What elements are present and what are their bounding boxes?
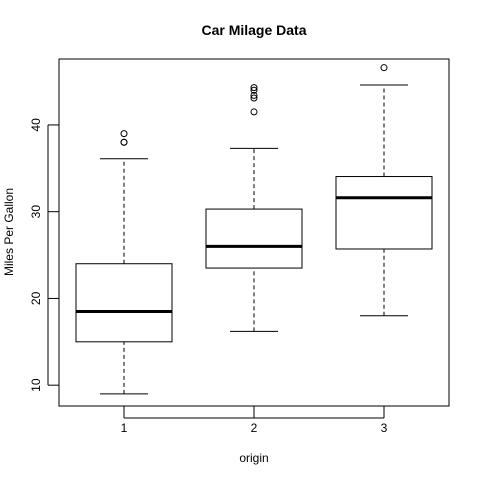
boxes-group — [75, 64, 433, 395]
outlier-3-0 — [380, 64, 388, 72]
outlier-2-0 — [250, 108, 258, 116]
iqr-box-3 — [335, 176, 433, 250]
y-tick-label-40: 40 — [29, 118, 43, 132]
plot-frame — [58, 58, 450, 407]
outlier-2-4 — [250, 84, 258, 92]
outlier-1-2 — [120, 130, 128, 138]
x-axis-label: origin — [239, 451, 268, 465]
outlier-2-1 — [250, 94, 258, 102]
y-tick-label-20: 20 — [29, 291, 43, 305]
chart-title: Car Milage Data — [201, 22, 306, 38]
iqr-box-2 — [205, 208, 303, 269]
y-tick-label-30: 30 — [29, 205, 43, 219]
outlier-1-1 — [120, 138, 128, 146]
box-3 — [335, 64, 433, 317]
x-tick-label-3: 3 — [381, 421, 388, 435]
y-tick-label-10: 10 — [29, 378, 43, 392]
x-axis: 1 2 3 — [121, 406, 388, 435]
y-axis: 10 20 30 40 — [29, 118, 59, 392]
outlier-2-2 — [250, 91, 258, 99]
x-tick-label-1: 1 — [121, 421, 128, 435]
x-tick-label-2: 2 — [251, 421, 258, 435]
y-axis-label: Miles Per Gallon — [2, 188, 16, 276]
box-2 — [205, 84, 303, 332]
iqr-box-1 — [75, 263, 173, 343]
outlier-2-3 — [250, 86, 258, 94]
box-1 — [75, 130, 173, 395]
